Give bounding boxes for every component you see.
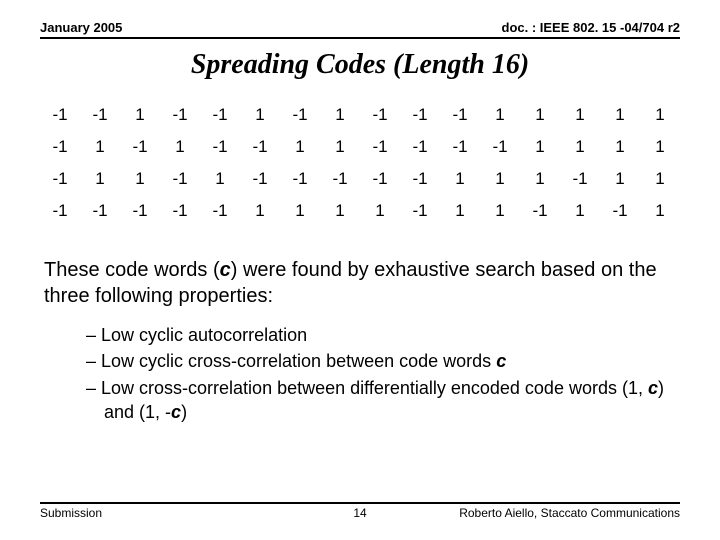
table-cell: -1 [120, 131, 160, 163]
table-cell: -1 [40, 131, 80, 163]
table-cell: -1 [400, 99, 440, 131]
code-table: -1-11-1-11-11-1-1-111111-11-11-1-111-1-1… [40, 99, 680, 227]
table-cell: 1 [480, 195, 520, 227]
table-cell: 1 [280, 131, 320, 163]
slide: January 2005 doc. : IEEE 802. 15 -04/704… [0, 0, 720, 540]
bullet-2-var: c [496, 351, 506, 371]
header-left: January 2005 [40, 20, 122, 35]
table-cell: 1 [480, 163, 520, 195]
table-cell: -1 [80, 99, 120, 131]
table-cell: 1 [520, 99, 560, 131]
table-cell: -1 [160, 163, 200, 195]
table-cell: -1 [120, 195, 160, 227]
table-cell: 1 [200, 163, 240, 195]
table-cell: 1 [120, 163, 160, 195]
page-title: Spreading Codes (Length 16) [40, 49, 680, 81]
table-cell: 1 [600, 163, 640, 195]
table-cell: 1 [280, 195, 320, 227]
bullet-2-prefix: – Low cyclic cross-correlation between c… [86, 351, 496, 371]
table-cell: 1 [600, 99, 640, 131]
table-cell: -1 [400, 195, 440, 227]
table-cell: 1 [560, 195, 600, 227]
table-cell: 1 [640, 163, 680, 195]
body-prefix: These code words ( [44, 259, 220, 281]
table-cell: 1 [160, 131, 200, 163]
table-row: -111-11-1-1-1-1-1111-111 [40, 163, 680, 195]
table-cell: 1 [640, 131, 680, 163]
table-cell: -1 [160, 195, 200, 227]
table-cell: -1 [400, 163, 440, 195]
table-cell: -1 [40, 99, 80, 131]
table-cell: -1 [280, 163, 320, 195]
bullet-1: – Low cyclic autocorrelation [86, 323, 680, 347]
table-cell: -1 [200, 131, 240, 163]
table-cell: 1 [360, 195, 400, 227]
table-cell: -1 [360, 163, 400, 195]
table-cell: 1 [440, 195, 480, 227]
table-cell: -1 [360, 131, 400, 163]
body-var: c [220, 259, 231, 281]
bullet-3-var2: c [171, 402, 181, 422]
table-cell: 1 [120, 99, 160, 131]
table-cell: -1 [40, 163, 80, 195]
body-text: These code words (c) were found by exhau… [44, 257, 676, 309]
table-cell: -1 [200, 99, 240, 131]
table-cell: -1 [160, 99, 200, 131]
table-cell: 1 [640, 99, 680, 131]
table-cell: -1 [400, 131, 440, 163]
table-cell: 1 [320, 99, 360, 131]
table-cell: 1 [520, 163, 560, 195]
table-cell: 1 [320, 195, 360, 227]
bullet-3: – Low cross-correlation between differen… [86, 376, 680, 425]
table-cell: -1 [80, 195, 120, 227]
table-row: -1-1-1-1-11111-111-11-11 [40, 195, 680, 227]
table-cell: -1 [360, 99, 400, 131]
table-cell: 1 [80, 163, 120, 195]
table-cell: -1 [520, 195, 560, 227]
table-cell: -1 [560, 163, 600, 195]
table-row: -11-11-1-111-1-1-1-11111 [40, 131, 680, 163]
table-row: -1-11-1-11-11-1-1-111111 [40, 99, 680, 131]
table-cell: 1 [480, 99, 520, 131]
table-cell: -1 [240, 163, 280, 195]
table-cell: 1 [600, 131, 640, 163]
table-cell: -1 [480, 131, 520, 163]
bullet-list: – Low cyclic autocorrelation – Low cycli… [86, 323, 680, 424]
bullet-3-prefix: – Low cross-correlation between differen… [86, 378, 648, 398]
table-cell: 1 [520, 131, 560, 163]
table-cell: 1 [640, 195, 680, 227]
footer-center: 14 [40, 506, 680, 520]
table-cell: -1 [600, 195, 640, 227]
table-cell: 1 [560, 131, 600, 163]
table-cell: -1 [320, 163, 360, 195]
bullet-3-suffix: ) [181, 402, 187, 422]
table-cell: -1 [440, 99, 480, 131]
table-cell: 1 [240, 99, 280, 131]
table-cell: 1 [560, 99, 600, 131]
bullet-3-var1: c [648, 378, 658, 398]
table-cell: 1 [80, 131, 120, 163]
footer: Submission 14 Roberto Aiello, Staccato C… [40, 502, 680, 520]
table-cell: -1 [280, 99, 320, 131]
table-cell: -1 [240, 131, 280, 163]
table-cell: 1 [440, 163, 480, 195]
table-cell: 1 [320, 131, 360, 163]
table-cell: -1 [440, 131, 480, 163]
bullet-2: – Low cyclic cross-correlation between c… [86, 349, 680, 373]
header: January 2005 doc. : IEEE 802. 15 -04/704… [40, 20, 680, 39]
table-cell: -1 [40, 195, 80, 227]
table-cell: 1 [240, 195, 280, 227]
header-right: doc. : IEEE 802. 15 -04/704 r2 [502, 20, 681, 35]
table-cell: -1 [200, 195, 240, 227]
